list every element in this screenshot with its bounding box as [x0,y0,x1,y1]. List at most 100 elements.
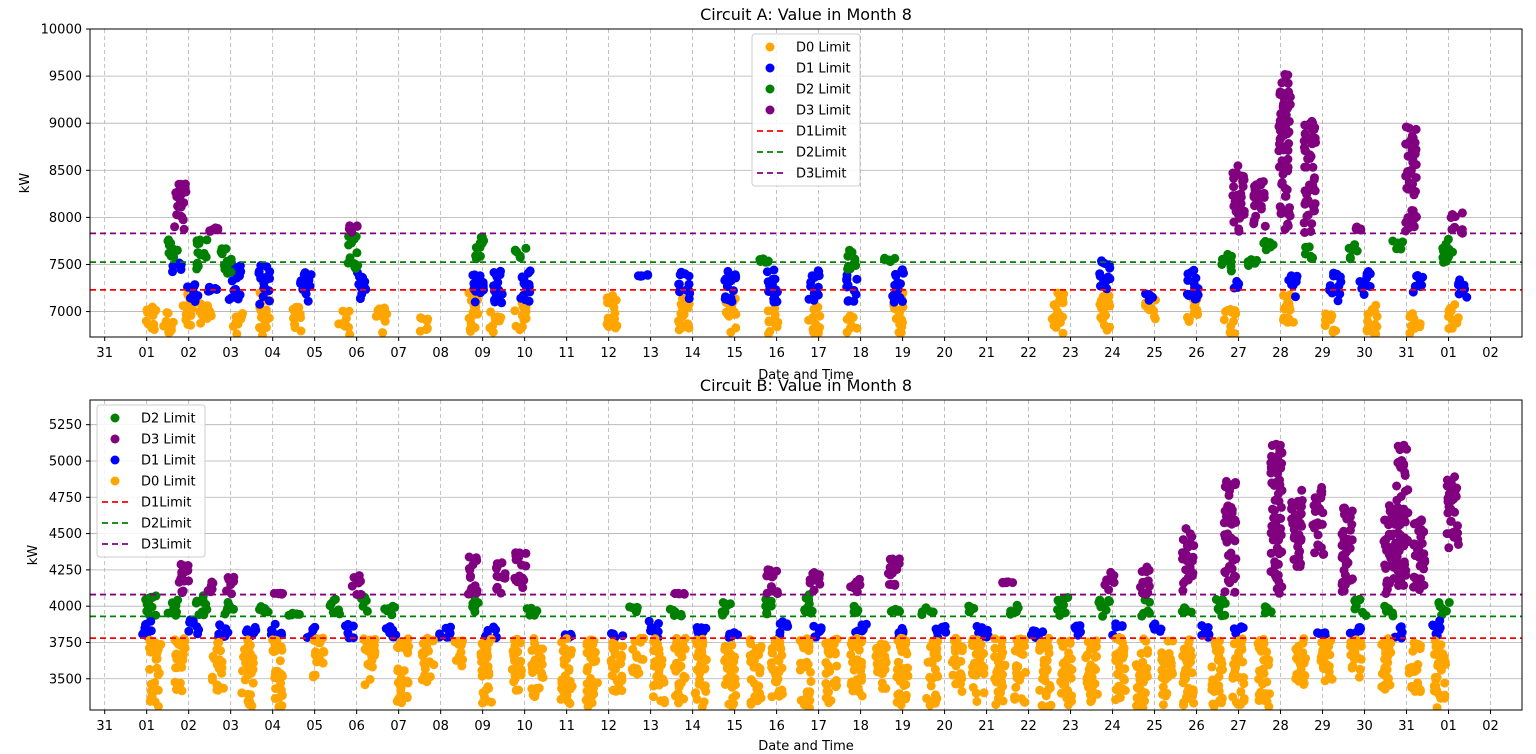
data-point [418,639,428,648]
data-point [610,308,620,318]
data-point [534,683,544,693]
data-point [1144,303,1154,313]
ytick-label: 8000 [49,211,82,226]
data-point [171,649,181,659]
data-point [657,660,666,670]
legend-label: D0 Limit [796,41,851,56]
data-point [270,673,280,683]
data-point [1462,292,1472,302]
data-point [1355,665,1365,675]
data-point [1087,682,1097,692]
data-point [233,267,243,277]
data-point [897,315,906,324]
data-point [604,298,614,308]
data-point [1238,182,1248,192]
data-point [557,675,567,685]
data-point [238,666,247,676]
legend-item: D1Limit [757,125,847,140]
data-point [1356,654,1366,664]
data-point [268,646,278,656]
legend-item: D0 Limit [765,41,851,56]
data-point [586,653,596,663]
data-point [470,603,479,613]
data-point [247,701,257,710]
legend-label: D0 Limit [141,475,196,490]
data-point [466,571,475,581]
data-point [1045,683,1055,693]
data-point [805,687,815,697]
data-point [360,644,370,654]
data-point [1440,678,1450,688]
data-point [153,701,163,710]
data-point [692,694,702,704]
data-point [880,665,890,675]
data-point [726,632,736,641]
data-point [509,677,519,687]
data-point [1266,548,1276,558]
data-point [772,287,782,297]
data-point [1318,508,1328,518]
data-point [768,567,778,577]
data-point [979,663,989,673]
data-point [1290,531,1300,541]
data-point [1370,319,1380,329]
data-point [765,281,775,291]
data-point [952,635,962,645]
data-point [901,690,911,700]
data-point [1236,687,1246,697]
data-point [345,330,355,337]
data-point [1264,655,1274,665]
data-point [1058,328,1068,337]
data-point [145,664,155,674]
data-point [338,306,348,316]
data-point [770,274,780,284]
data-point [1000,661,1010,671]
xtick-label: 29 [1314,346,1331,361]
data-point [727,640,737,650]
data-point [1416,641,1425,651]
data-point [1406,664,1416,674]
data-point [470,297,480,307]
data-point [1397,627,1407,637]
data-point [1223,306,1232,315]
data-point [851,684,861,694]
data-point [774,666,784,676]
data-point [563,696,573,706]
data-point [422,324,432,334]
data-point [1096,296,1106,306]
data-point [510,656,519,666]
xtick-label: 09 [474,346,491,361]
data-point [224,295,234,304]
data-point [1338,550,1348,560]
data-point [515,325,525,335]
data-point [1320,646,1330,656]
data-point [964,601,974,611]
data-point [402,693,412,703]
data-point [1053,307,1063,317]
data-point [968,662,978,672]
data-point [996,685,1005,695]
series-d0-limit [141,286,1463,337]
data-point [170,222,180,232]
data-point [363,659,373,669]
data-point [898,297,907,306]
data-point [246,668,256,678]
data-point [301,289,311,299]
data-point [1161,670,1171,680]
data-point [394,693,404,703]
data-point [179,561,189,571]
data-point [1178,586,1188,596]
data-point [1215,646,1225,656]
data-point [289,313,298,323]
data-point [1207,662,1217,672]
data-point [1003,577,1013,587]
data-point [1356,224,1366,234]
legend-label: D3Limit [141,538,192,553]
data-point [299,269,309,279]
data-point [968,669,978,679]
data-point [646,622,656,632]
data-point [771,319,780,329]
data-point [1415,319,1425,329]
data-point [1346,637,1356,647]
data-point [1231,517,1241,527]
